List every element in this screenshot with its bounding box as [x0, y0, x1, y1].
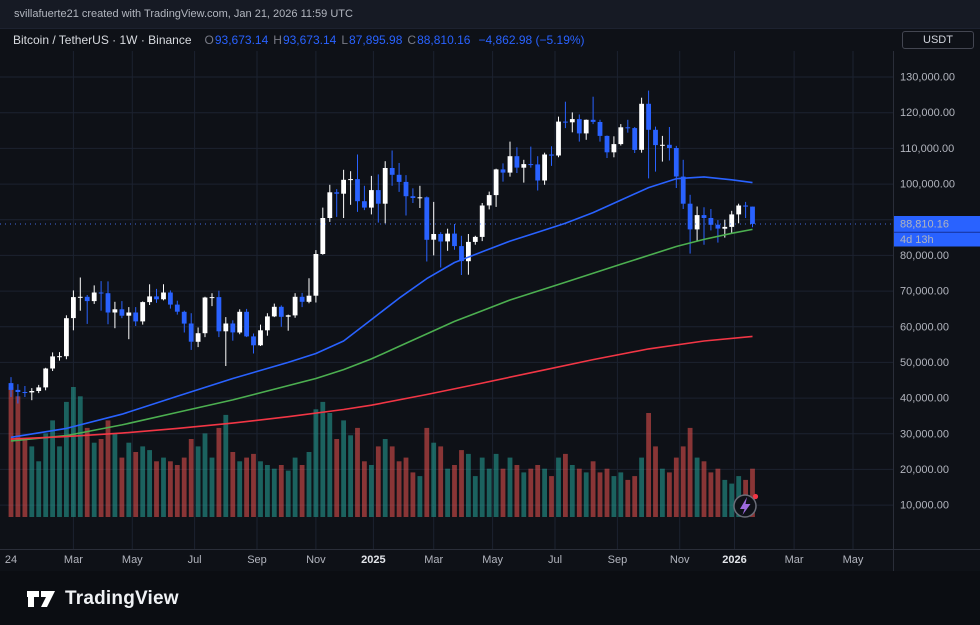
svg-text:Sep: Sep	[247, 554, 267, 566]
svg-text:10,000.00: 10,000.00	[900, 500, 949, 512]
open-label: O	[204, 33, 214, 47]
price-axis-labels: 130,000.00 120,000.00 110,000.00 100,000.00…	[900, 72, 955, 512]
ohlc-close: C88,810.16	[407, 33, 470, 47]
svg-text:Mar: Mar	[64, 554, 83, 566]
svg-text:80,000.00: 80,000.00	[900, 250, 949, 262]
ma-mid-green	[10, 228, 753, 442]
high-value: 93,673.14	[282, 33, 337, 47]
low-value: 87,895.98	[349, 33, 403, 47]
svg-text:110,000.00: 110,000.00	[900, 143, 954, 155]
symbol-title[interactable]: Bitcoin / TetherUS · 1W · Binance	[13, 33, 192, 47]
attribution-text: svillafuerte21 created with TradingView.…	[14, 8, 353, 20]
close-label: C	[407, 33, 417, 47]
bar-countdown: 4d 13h	[900, 234, 934, 246]
close-value: 88,810.16	[417, 33, 471, 47]
current-price-tag: 88,810.16 4d 13h	[894, 216, 980, 247]
price-axis-panel[interactable]	[893, 51, 980, 571]
ohlc-open: O93,673.14	[205, 33, 269, 47]
footer-bar: TradingView	[0, 571, 980, 625]
ma-fast-blue	[10, 176, 753, 439]
ohlc-low: L87,895.98	[341, 33, 402, 47]
open-value: 93,673.14	[214, 33, 269, 47]
lightning-icon	[740, 497, 751, 515]
currency-toggle-button[interactable]: USDT	[902, 31, 974, 49]
chart-area[interactable]: 130,000.00 120,000.00 110,000.00 100,000.00…	[0, 51, 980, 571]
tradingview-brand-link[interactable]: TradingView	[26, 588, 179, 610]
svg-text:Nov: Nov	[306, 554, 326, 566]
svg-text:Nov: Nov	[670, 554, 690, 566]
candles-layer	[8, 90, 755, 404]
svg-text:50,000.00: 50,000.00	[900, 357, 949, 369]
svg-text:Jul: Jul	[188, 554, 202, 566]
svg-text:70,000.00: 70,000.00	[900, 286, 949, 298]
volume-layer	[8, 387, 755, 517]
svg-text:Sep: Sep	[608, 554, 628, 566]
svg-text:24: 24	[5, 554, 17, 566]
svg-text:130,000.00: 130,000.00	[900, 72, 955, 84]
ma-slow-red	[10, 335, 753, 440]
ohlc-high: H93,673.14	[273, 33, 336, 47]
svg-text:2025: 2025	[361, 554, 385, 566]
notification-dot	[752, 493, 759, 500]
svg-text:120,000.00: 120,000.00	[900, 107, 955, 119]
high-label: H	[273, 33, 282, 47]
flash-order-button[interactable]	[733, 493, 759, 518]
brand-wordmark: TradingView	[65, 587, 179, 609]
svg-text:40,000.00: 40,000.00	[900, 393, 949, 405]
price-chart[interactable]: 130,000.00 120,000.00 110,000.00 100,000.00…	[0, 51, 980, 571]
svg-text:May: May	[482, 554, 503, 566]
low-label: L	[341, 33, 349, 47]
svg-text:May: May	[122, 554, 143, 566]
attribution-bar: svillafuerte21 created with TradingView.…	[0, 0, 980, 29]
svg-text:Jul: Jul	[548, 554, 562, 566]
time-axis-labels[interactable]: 24 Mar May Jul Sep Nov 2025 Mar May Jul Sep Nov 2026…	[5, 554, 864, 566]
change-value: −4,862.98 (−5.19%)	[478, 33, 585, 47]
svg-text:20,000.00: 20,000.00	[900, 464, 949, 476]
svg-text:Mar: Mar	[424, 554, 443, 566]
symbol-info-bar: Bitcoin / TetherUS · 1W · Binance O93,67…	[0, 29, 980, 51]
svg-text:100,000.00: 100,000.00	[900, 179, 955, 191]
svg-text:May: May	[843, 554, 864, 566]
tradingview-logo-icon	[27, 590, 55, 607]
svg-text:88,810.16: 88,810.16	[900, 219, 949, 231]
svg-text:Mar: Mar	[785, 554, 804, 566]
svg-text:2026: 2026	[722, 554, 746, 566]
svg-text:30,000.00: 30,000.00	[900, 428, 949, 440]
svg-text:60,000.00: 60,000.00	[900, 321, 949, 333]
